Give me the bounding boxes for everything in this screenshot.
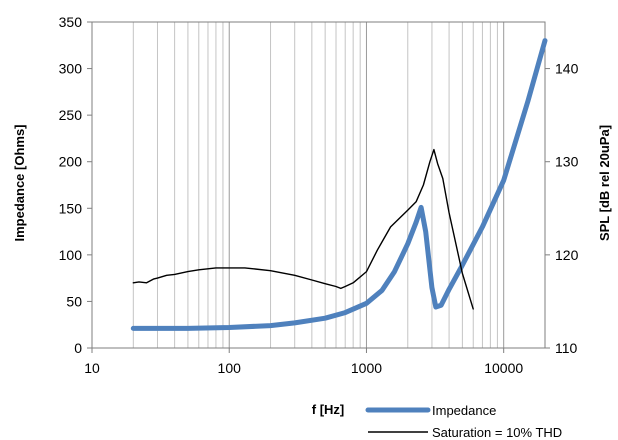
- x-axis-title: f [Hz]: [312, 402, 345, 417]
- legend: Impedance Saturation = 10% THD: [365, 403, 562, 440]
- y2-tick-label: 110: [555, 340, 578, 356]
- legend-label-saturation: Saturation = 10% THD: [432, 425, 562, 440]
- y-tick-label: 50: [66, 293, 82, 309]
- series-line-impedance: [130, 38, 548, 331]
- x-tick-label: 1000: [351, 360, 382, 376]
- legend-label-impedance: Impedance: [432, 403, 496, 418]
- x-tick-label: 10: [84, 360, 100, 376]
- x-tick-label: 10000: [484, 360, 523, 376]
- tick-labels: 0 50 100 150 200 250 300 350 110 120 130 140 10 100 10…: [59, 14, 579, 376]
- y-axis-title: Impedance [Ohms]: [12, 124, 27, 241]
- series-line-saturation: [132, 148, 474, 310]
- y-tick-label: 150: [59, 200, 83, 216]
- y-tick-label: 0: [74, 340, 82, 356]
- y2-tick-label: 140: [555, 61, 579, 77]
- grid: [91, 22, 546, 348]
- y-tick-label: 100: [59, 247, 83, 263]
- axes: [87, 21, 550, 353]
- y2-axis-title: SPL [dB rel 20uPa]: [597, 125, 612, 241]
- y2-tick-label: 130: [555, 154, 579, 170]
- series-layer: [130, 38, 548, 331]
- y-tick-label: 300: [59, 61, 83, 77]
- x-tick-label: 100: [218, 360, 242, 376]
- y-tick-label: 200: [59, 154, 83, 170]
- plot-area-border: [91, 21, 546, 349]
- y-tick-label: 250: [59, 107, 83, 123]
- y-tick-label: 350: [59, 14, 83, 30]
- y2-tick-label: 120: [555, 247, 579, 263]
